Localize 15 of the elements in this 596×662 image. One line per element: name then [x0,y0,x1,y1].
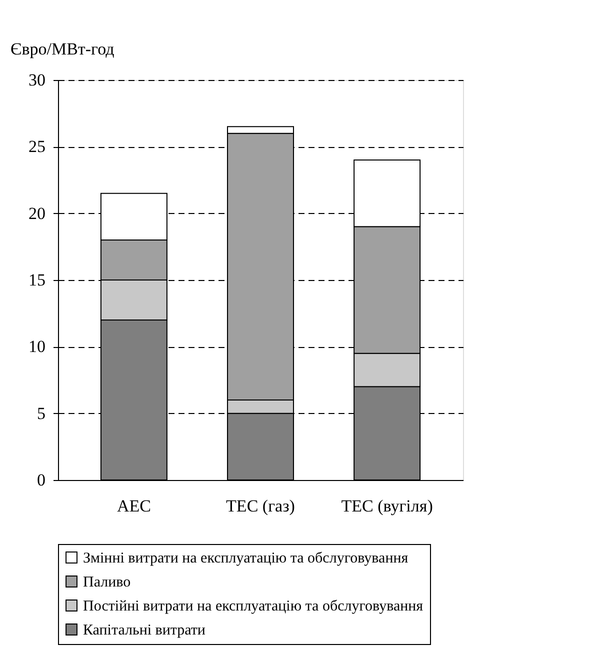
x-tick-label: TEC (газ) [226,496,295,516]
legend-label: Змінні витрати на експлуатацію та обслуговування [83,550,408,566]
y-tick-label: 25 [28,137,46,156]
legend-label: Паливо [83,574,131,590]
y-axis-title: Євро/МВт-год [10,40,115,58]
y-tick-label: 0 [37,470,46,490]
x-tick-label: TEC (вугіля) [341,496,433,516]
legend-label: Постійні витрати на експлуатацію та обслуговування [83,598,424,614]
y-tick-label: 5 [37,404,46,423]
y-tick-label: 30 [28,70,46,90]
y-tick-label: 15 [28,270,46,290]
x-tick-label: AEC [116,496,151,516]
y-tick-label: 10 [28,337,46,356]
y-tick-label: 20 [28,204,46,223]
legend-label: Капітальні витрати [83,622,206,638]
